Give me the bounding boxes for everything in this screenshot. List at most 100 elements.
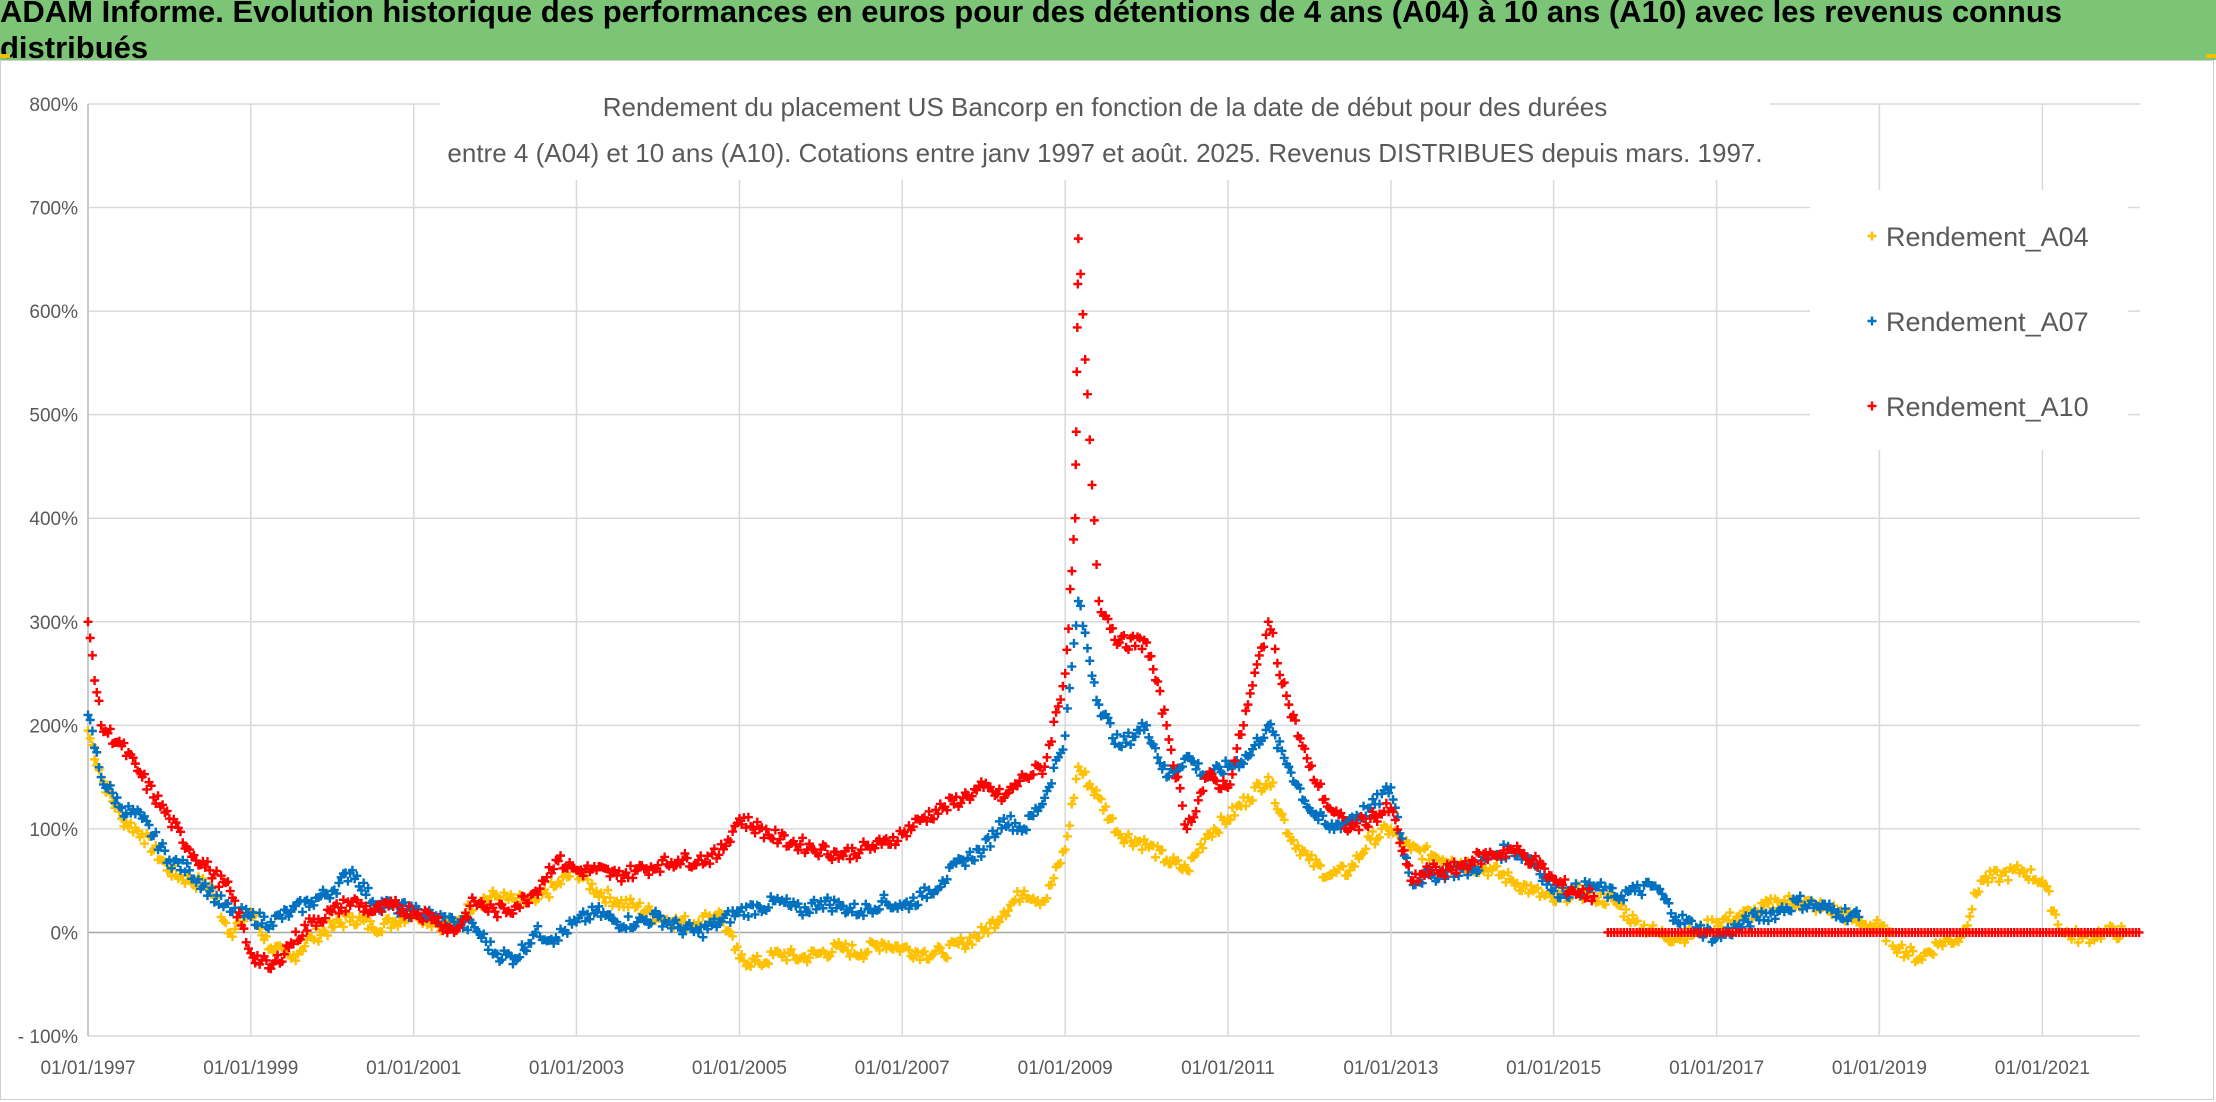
data-point [184,865,194,875]
data-point [363,924,373,934]
data-point [587,879,597,889]
data-point [1135,836,1145,846]
data-point [908,893,918,903]
data-point [913,900,923,910]
data-point [644,902,654,912]
data-point [1745,921,1755,931]
legend-marker [1867,231,1877,241]
data-point [616,876,626,886]
data-point [990,923,1000,933]
data-point [1512,878,1522,888]
data-point [1795,891,1805,901]
data-point [1221,781,1231,791]
data-point [1047,880,1056,890]
data-point [854,951,864,961]
data-point [375,900,385,910]
data-point [158,838,168,848]
data-point [1422,842,1432,852]
data-point [703,851,713,861]
data-point [2003,875,2013,885]
data-point [1320,794,1330,804]
data-point [1291,715,1301,725]
data-point [533,921,543,931]
data-point [1067,662,1077,672]
data-point [985,782,995,792]
data-point [1263,617,1273,627]
data-point [2019,866,2029,876]
data-point [151,827,161,837]
data-point [838,901,848,911]
data-point [854,848,864,858]
data-point [506,951,516,961]
data-point [503,895,513,905]
data-point [225,886,235,896]
data-point [922,893,932,903]
data-point [1628,881,1638,891]
data-point [119,738,129,748]
data-point [1008,784,1018,794]
data-point [1368,827,1378,837]
data-point [1533,883,1543,893]
data-point [1540,864,1550,874]
data-point [1239,720,1249,730]
data-point [1338,861,1348,871]
data-point [1112,640,1122,650]
data-point [847,940,857,950]
data-point [746,962,756,972]
data-point [823,893,833,903]
data-point [492,912,502,922]
data-point [621,868,631,878]
data-point [1193,758,1203,768]
data-point [180,867,190,877]
data-point [1198,843,1208,853]
data-point [94,762,104,772]
data-point [1241,706,1251,716]
data-point [1123,829,1133,839]
data-point [90,754,100,764]
data-point [442,928,452,938]
data-point [732,942,742,952]
data-point [352,871,362,881]
data-point [542,872,552,882]
data-point [635,898,645,908]
data-point [657,921,667,931]
data-point [1390,815,1400,825]
data-point [922,816,932,826]
data-point [954,939,964,949]
data-point [1881,936,1891,946]
data-point [951,858,961,868]
data-point [1282,828,1292,838]
data-point [108,788,118,798]
data-point [216,891,226,901]
data-point [1399,845,1409,855]
data-point [526,938,536,948]
data-point [1628,910,1638,920]
data-point [239,924,249,934]
data-point [1277,809,1287,819]
data-point [924,806,934,816]
data-point [904,945,914,955]
data-point [458,915,468,925]
data-point [1483,870,1493,880]
data-point [960,861,970,871]
data-point [323,931,333,941]
data-point [243,910,253,920]
data-point [1261,779,1271,789]
x-tick-label: 01/01/1997 [40,1058,135,1079]
data-point [334,908,344,918]
data-point [2051,910,2061,920]
data-point [1384,788,1394,798]
data-point [400,897,410,907]
data-point [1499,869,1509,879]
data-point [1042,752,1052,762]
x-tick-label: 01/01/1999 [203,1058,298,1079]
data-point [1121,738,1131,748]
data-point [1003,820,1013,830]
data-point [1015,776,1025,786]
data-point [1603,893,1613,903]
data-point [1153,753,1163,763]
data-point [1078,621,1088,631]
data-point [1225,815,1235,825]
data-point [1153,677,1163,687]
data-point [1632,916,1642,926]
